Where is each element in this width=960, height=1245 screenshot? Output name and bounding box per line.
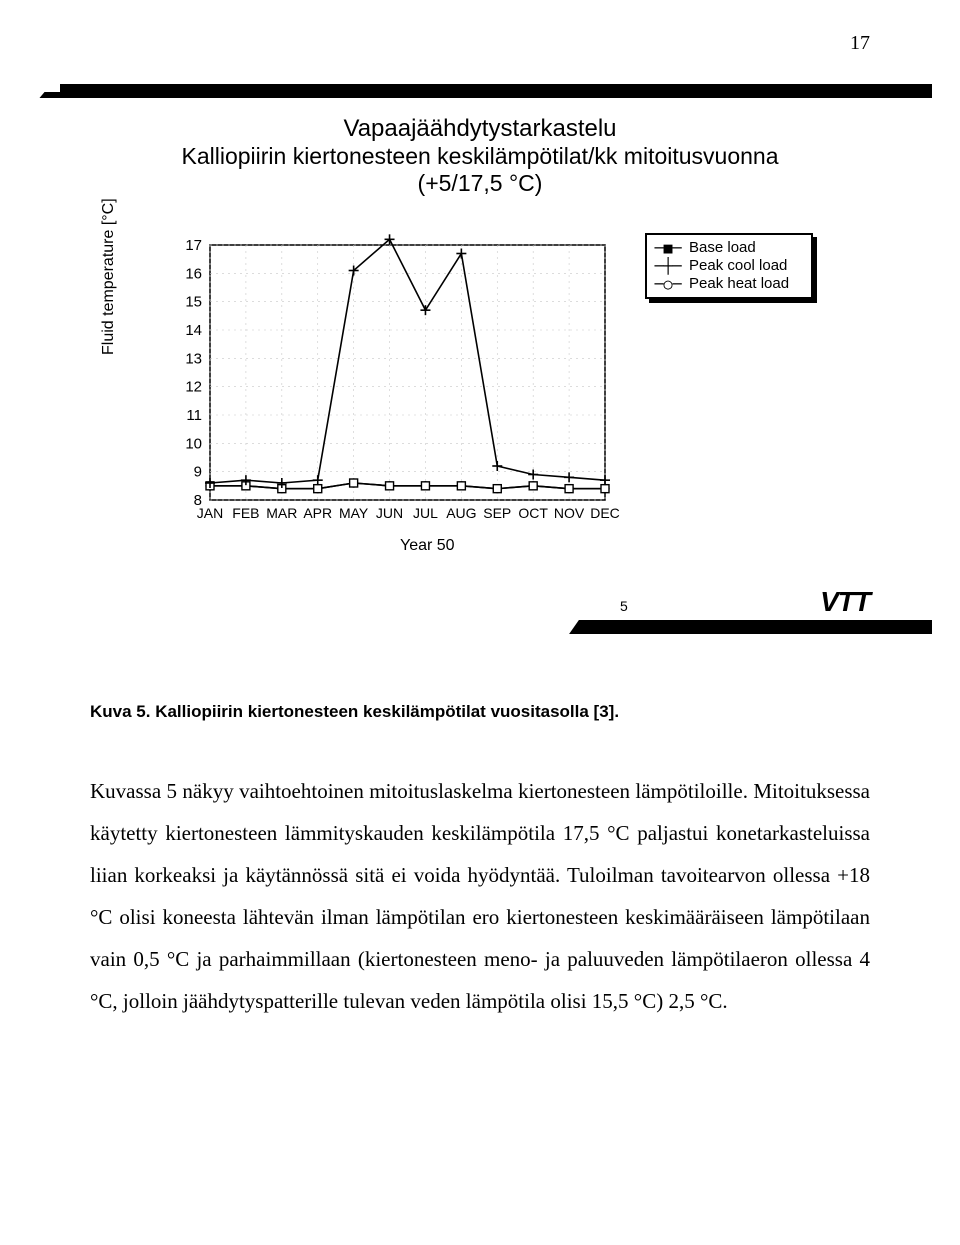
figure-title-cap: (+5/17,5 °C) — [0, 170, 960, 197]
svg-text:APR: APR — [303, 505, 332, 521]
svg-text:JUL: JUL — [413, 505, 438, 521]
svg-text:SEP: SEP — [483, 505, 511, 521]
legend-item-base: ─■─ Base load — [653, 239, 805, 257]
svg-text:9: 9 — [194, 464, 202, 481]
plus-marker-icon: ─┼─ — [653, 257, 683, 275]
legend-label: Peak cool load — [689, 257, 787, 275]
svg-text:JUN: JUN — [376, 505, 403, 521]
chart-ylabel: Fluid temperature [°C] — [100, 198, 118, 355]
svg-text:16: 16 — [185, 265, 202, 282]
svg-text:10: 10 — [185, 435, 202, 452]
svg-text:12: 12 — [185, 379, 202, 396]
chart-legend: ─■─ Base load ─┼─ Peak cool load ─○─ Pea… — [645, 233, 813, 299]
figure-title-main: Vapaajäähdytystarkastelu — [0, 115, 960, 143]
svg-text:OCT: OCT — [518, 505, 548, 521]
svg-text:14: 14 — [185, 322, 202, 339]
legend-label: Peak heat load — [689, 275, 789, 293]
slide-number: 5 — [620, 598, 628, 614]
svg-text:MAR: MAR — [266, 505, 297, 521]
figure-caption: Kuva 5. Kalliopiirin kiertonesteen keski… — [90, 702, 870, 722]
svg-text:FEB: FEB — [232, 505, 259, 521]
legend-item-peak-cool: ─┼─ Peak cool load — [653, 257, 805, 275]
decorative-bar-top — [60, 84, 932, 98]
svg-text:NOV: NOV — [554, 505, 585, 521]
figure-title-sub: Kalliopiirin kiertonesteen keskilämpötil… — [0, 143, 960, 170]
svg-text:JAN: JAN — [197, 505, 223, 521]
decorative-bar-bottom — [590, 620, 932, 634]
legend-label: Base load — [689, 239, 756, 257]
legend-item-peak-heat: ─○─ Peak heat load — [653, 275, 805, 293]
svg-text:11: 11 — [186, 407, 202, 424]
circle-marker-icon: ─○─ — [653, 275, 683, 293]
chart-xlabel: Year 50 — [400, 537, 455, 555]
svg-text:MAY: MAY — [339, 505, 369, 521]
document-page: 17 Vapaajäähdytystarkastelu Kalliopiirin… — [0, 0, 960, 1245]
figure-title-block: Vapaajäähdytystarkastelu Kalliopiirin ki… — [0, 115, 960, 197]
svg-text:17: 17 — [185, 237, 202, 254]
vtt-logo: VTT — [820, 586, 870, 618]
svg-text:15: 15 — [185, 294, 202, 311]
body-paragraph: Kuvassa 5 näkyy vaihtoehtoinen mitoitusl… — [90, 770, 870, 1022]
svg-text:DEC: DEC — [590, 505, 620, 521]
svg-text:13: 13 — [185, 350, 202, 367]
square-marker-icon: ─■─ — [653, 239, 683, 257]
svg-text:AUG: AUG — [446, 505, 476, 521]
chart-container: Fluid temperature [°C] 89101112131415161… — [120, 225, 840, 565]
line-chart: 891011121314151617JANFEBMARAPRMAYJUNJULA… — [160, 225, 630, 560]
page-number: 17 — [850, 32, 870, 55]
